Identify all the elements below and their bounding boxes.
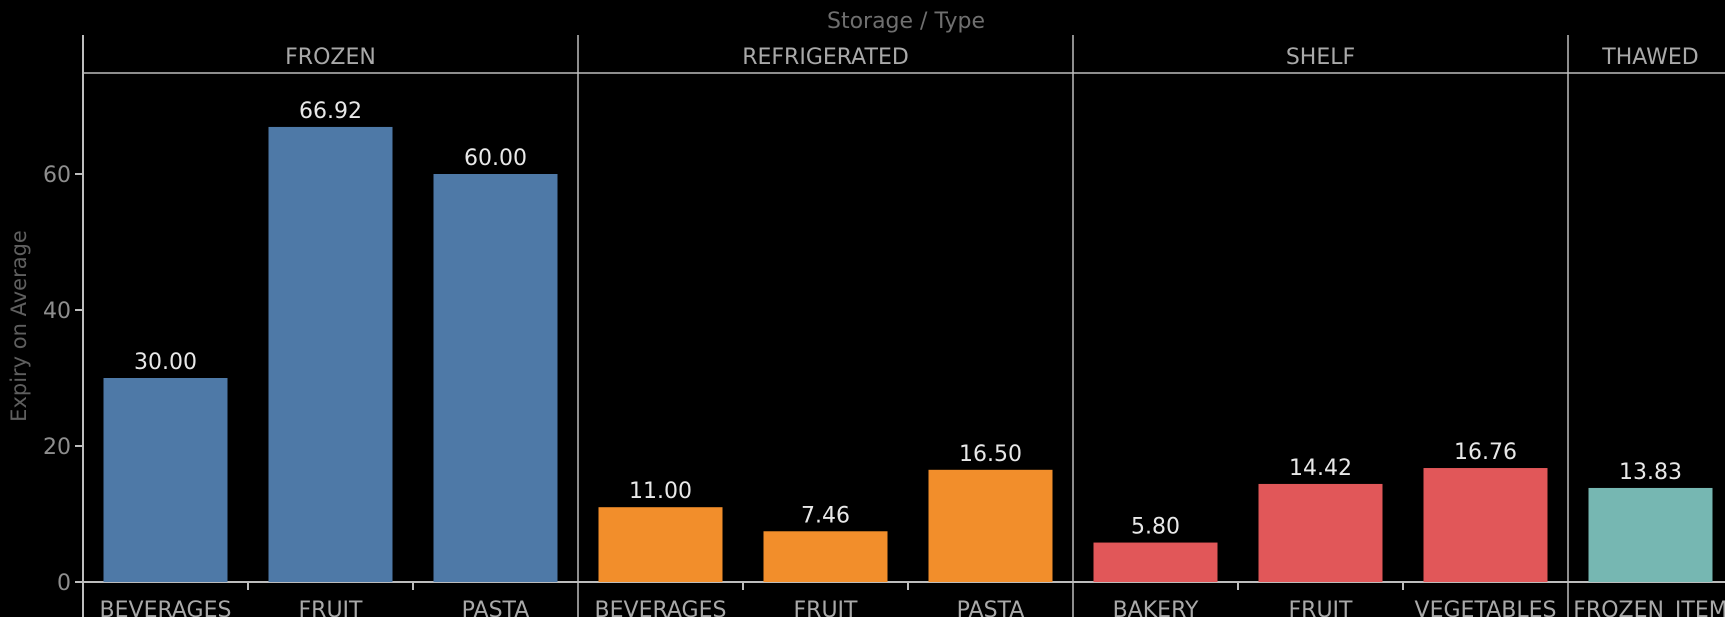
y-tick-label: 40 bbox=[43, 299, 71, 324]
y-tick-label: 20 bbox=[43, 435, 71, 460]
bar-thawed-frozen_item bbox=[1588, 487, 1713, 582]
value-label: 13.83 bbox=[1619, 460, 1682, 485]
category-labels: BEVERAGES FRUIT PASTA BEVERAGES FRUIT PASTA BA… bbox=[100, 598, 1725, 617]
group-headers: FROZEN REFRIGERATED SHELF THAWED bbox=[285, 45, 1699, 70]
group-header-thawed: THAWED bbox=[1601, 45, 1698, 70]
value-labels: 30.00 66.92 60.00 11.00 7.46 16.50 5.80 14.42 16… bbox=[134, 99, 1682, 540]
y-tick-label: 60 bbox=[43, 163, 71, 188]
group-header-frozen: FROZEN bbox=[285, 45, 376, 70]
value-label: 11.00 bbox=[629, 479, 692, 504]
value-label: 16.76 bbox=[1454, 440, 1517, 465]
bar-frozen-pasta bbox=[433, 174, 558, 582]
category-label: VEGETABLES bbox=[1415, 598, 1557, 617]
group-header-shelf: SHELF bbox=[1286, 45, 1355, 70]
bar-shelf-vegetables bbox=[1423, 468, 1548, 582]
bars bbox=[103, 126, 1713, 582]
category-label: FRUIT bbox=[794, 598, 859, 617]
chart-title: Storage / Type bbox=[827, 9, 985, 34]
category-label: FROZEN_ITEM bbox=[1573, 598, 1725, 617]
bar-frozen-fruit bbox=[268, 126, 393, 582]
bar-shelf-fruit bbox=[1258, 483, 1383, 582]
bar-refrigerated-beverages bbox=[598, 507, 723, 582]
bar-frozen-beverages bbox=[103, 378, 228, 582]
value-label: 60.00 bbox=[464, 146, 527, 171]
bar-shelf-bakery bbox=[1093, 542, 1218, 582]
value-label: 30.00 bbox=[134, 350, 197, 375]
category-label: FRUIT bbox=[299, 598, 364, 617]
category-label: PASTA bbox=[462, 598, 530, 617]
value-label: 66.92 bbox=[299, 99, 362, 124]
bar-refrigerated-pasta bbox=[928, 469, 1053, 582]
group-header-refrigerated: REFRIGERATED bbox=[742, 45, 909, 70]
y-axis-ticks: 0 20 40 60 bbox=[43, 163, 83, 596]
category-label: BAKERY bbox=[1113, 598, 1199, 617]
category-label: PASTA bbox=[957, 598, 1025, 617]
y-tick-label: 0 bbox=[57, 571, 71, 596]
value-label: 5.80 bbox=[1131, 515, 1180, 540]
value-label: 16.50 bbox=[959, 442, 1022, 467]
category-label: BEVERAGES bbox=[100, 598, 232, 617]
y-axis-label: Expiry on Average bbox=[7, 230, 31, 422]
bar-refrigerated-fruit bbox=[763, 531, 888, 582]
category-label: FRUIT bbox=[1289, 598, 1354, 617]
category-label: BEVERAGES bbox=[595, 598, 727, 617]
value-label: 14.42 bbox=[1289, 456, 1352, 481]
value-label: 7.46 bbox=[801, 503, 850, 528]
